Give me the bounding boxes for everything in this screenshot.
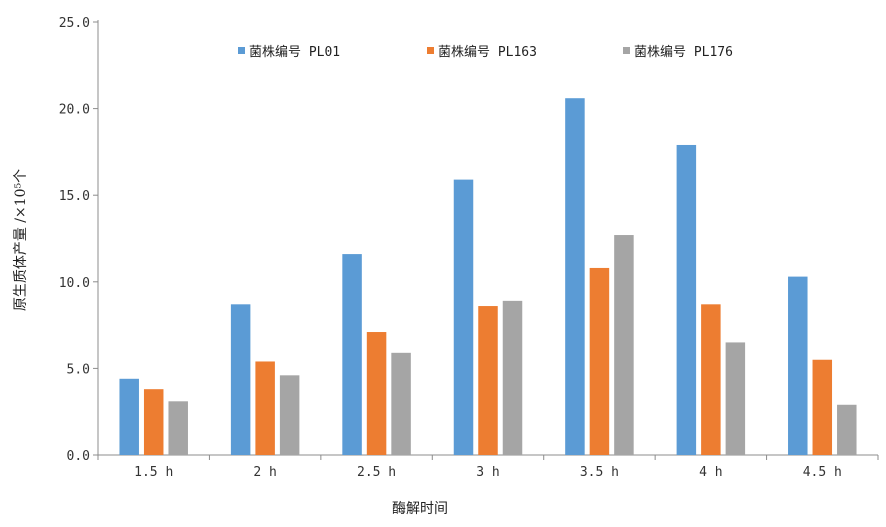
bar-series-1-2h bbox=[230, 304, 251, 455]
bar-series-2-15h bbox=[143, 389, 164, 455]
bar-series-2-25h bbox=[366, 332, 387, 455]
bar-series-3-45h bbox=[837, 404, 857, 455]
x-tick-label: 1.5 h bbox=[134, 465, 173, 480]
bar-series-3-2h bbox=[279, 375, 300, 455]
x-tick-label: 2 h bbox=[253, 465, 276, 480]
legend-swatch bbox=[238, 47, 245, 54]
bar-series-2-3h bbox=[478, 306, 498, 455]
legend-swatch bbox=[427, 47, 434, 54]
bar-series-1-4h bbox=[676, 144, 697, 456]
bar-series-1-45h bbox=[788, 276, 808, 455]
y-tick-label: 15.0 bbox=[59, 189, 90, 204]
x-tick-label: 3.5 h bbox=[580, 465, 619, 480]
bars bbox=[119, 98, 857, 456]
bar-series-3-3h bbox=[502, 300, 523, 455]
y-axis: 0.0 5.0 10.0 15.0 20.0 25.0 bbox=[59, 16, 99, 464]
bar-series-2-35h bbox=[589, 267, 610, 455]
bar-series-1-3h bbox=[453, 179, 474, 455]
bar-series-1-35h bbox=[565, 98, 585, 455]
bar-series-2-2h bbox=[255, 361, 275, 455]
x-tick-label: 3 h bbox=[476, 465, 499, 480]
bar-series-2-4h bbox=[701, 304, 721, 455]
legend-label: 菌株编号 PL163 bbox=[438, 45, 537, 60]
legend-label: 菌株编号 PL176 bbox=[634, 45, 733, 60]
legend-label: 菌株编号 PL01 bbox=[249, 45, 340, 60]
bar-series-3-35h bbox=[614, 235, 634, 455]
x-tick-label: 2.5 h bbox=[357, 465, 396, 480]
bar-series-3-25h bbox=[391, 352, 411, 455]
y-tick-label: 10.0 bbox=[59, 276, 90, 291]
y-tick-label: 0.0 bbox=[67, 449, 90, 464]
x-tick-label: 4.5 h bbox=[803, 465, 842, 480]
y-axis-title: 原生质体产量 /×10⁵个 bbox=[13, 169, 29, 311]
legend: 菌株编号 PL01 菌株编号 PL163 菌株编号 PL176 bbox=[238, 45, 733, 60]
bar-series-2-45h bbox=[812, 359, 833, 455]
x-tick-label: 4 h bbox=[699, 465, 722, 480]
bar-series-3-15h bbox=[168, 401, 188, 455]
y-tick-label: 5.0 bbox=[67, 362, 90, 377]
bar-series-1-15h bbox=[119, 378, 139, 455]
x-axis-title: 酶解时间 bbox=[392, 501, 448, 517]
bar-series-1-25h bbox=[342, 254, 362, 455]
y-tick-label: 20.0 bbox=[59, 103, 90, 118]
bar-series-3-4h bbox=[725, 342, 746, 455]
y-tick-label: 25.0 bbox=[59, 16, 90, 31]
x-axis: 1.5 h 2 h 2.5 h 3 h 3.5 h 4 h 4.5 h bbox=[97, 454, 879, 480]
legend-swatch bbox=[623, 47, 630, 54]
